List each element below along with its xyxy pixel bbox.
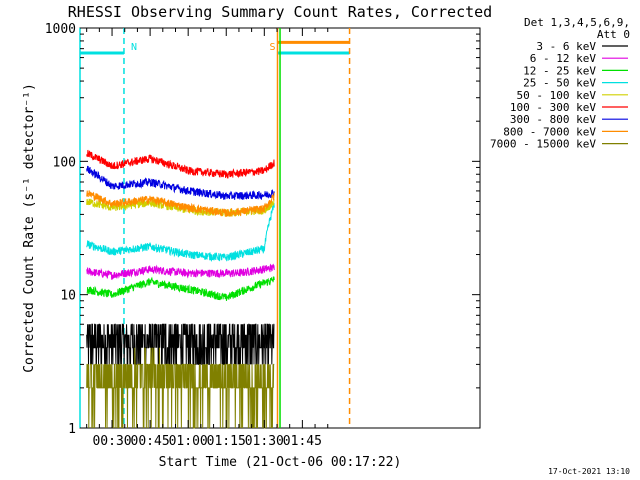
chart-title: RHESSI Observing Summary Count Rates, Co… bbox=[68, 3, 492, 21]
x-tick-label-1: 00:45 bbox=[131, 434, 170, 449]
y-tick-label-0: 1 bbox=[68, 422, 76, 437]
series-line-6 bbox=[86, 165, 275, 200]
series-line-8 bbox=[86, 347, 275, 429]
x-tick-label-2: 01:00 bbox=[169, 434, 208, 449]
series-line-2 bbox=[86, 276, 275, 301]
y-tick-label-2: 100 bbox=[53, 155, 76, 170]
legend-label-4: 50 - 100 keV bbox=[517, 89, 597, 102]
annotation-label-0: N bbox=[131, 42, 137, 53]
legend-label-2: 12 - 25 keV bbox=[523, 64, 596, 77]
legend-header-0: Det 1,3,4,5,6,9, bbox=[524, 16, 630, 29]
series-layer bbox=[86, 149, 275, 429]
legend-label-3: 25 - 50 keV bbox=[523, 77, 596, 90]
x-axis-label: Start Time (21-Oct-06 00:17:22) bbox=[159, 455, 402, 470]
legend-label-1: 6 - 12 keV bbox=[530, 52, 597, 65]
legend-label-6: 300 - 800 keV bbox=[510, 113, 596, 126]
y-tick-label-1: 10 bbox=[60, 289, 76, 304]
legend-label-8: 7000 - 15000 keV bbox=[490, 138, 596, 151]
legend-header-1: Att 0 bbox=[597, 28, 630, 41]
annotation-label-1: S bbox=[269, 42, 275, 53]
date-stamp: 17-Oct-2021 13:10 bbox=[548, 467, 630, 476]
x-tick-label-3: 01:15 bbox=[207, 434, 246, 449]
series-line-5 bbox=[86, 149, 275, 179]
y-tick-label-3: 1000 bbox=[45, 22, 76, 37]
legend-label-0: 3 - 6 keV bbox=[536, 40, 596, 53]
legend-label-5: 100 - 300 keV bbox=[510, 101, 596, 114]
x-tick-label-5: 01:45 bbox=[283, 434, 322, 449]
y-axis-label: Corrected Count Rate (s⁻¹ detector⁻¹) bbox=[22, 83, 37, 373]
x-tick-label-4: 01:30 bbox=[245, 434, 284, 449]
legend-label-7: 800 - 7000 keV bbox=[503, 125, 596, 138]
series-line-0 bbox=[86, 323, 275, 365]
series-line-3 bbox=[86, 202, 275, 263]
series-line-7 bbox=[86, 190, 275, 217]
x-tick-label-0: 00:30 bbox=[92, 434, 131, 449]
series-line-1 bbox=[86, 263, 275, 281]
